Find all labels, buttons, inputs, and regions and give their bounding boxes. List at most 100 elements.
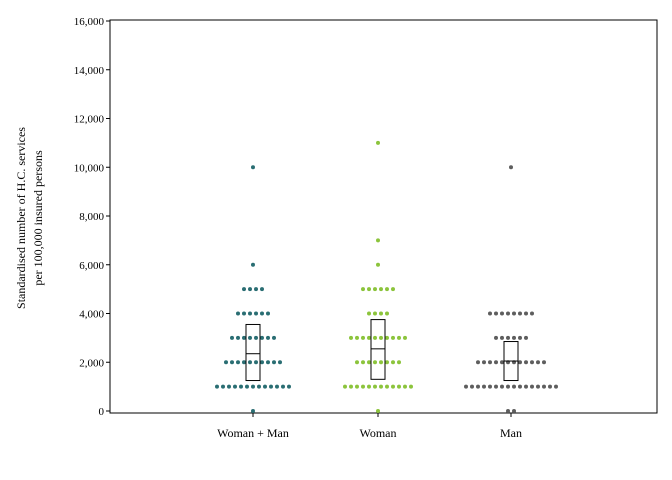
data-point — [376, 140, 380, 145]
data-point — [376, 409, 380, 413]
data-point — [554, 384, 558, 389]
data-point — [373, 360, 377, 365]
data-point — [236, 360, 240, 365]
data-marks — [215, 140, 558, 413]
data-point — [260, 311, 264, 316]
data-point — [248, 311, 252, 316]
data-point — [248, 335, 252, 340]
data-point — [355, 360, 359, 365]
data-point — [476, 384, 480, 389]
data-point — [512, 311, 516, 316]
data-point — [530, 384, 534, 389]
series-woman — [343, 140, 413, 413]
data-point — [397, 360, 401, 365]
data-point — [506, 384, 510, 389]
data-point — [278, 360, 282, 365]
data-point — [524, 335, 528, 340]
data-point — [509, 165, 513, 170]
data-point — [488, 360, 492, 365]
data-point — [257, 384, 261, 389]
data-point — [397, 384, 401, 389]
data-point — [482, 384, 486, 389]
data-point — [512, 335, 516, 340]
data-point — [343, 384, 347, 389]
data-point — [230, 335, 234, 340]
data-point — [379, 360, 383, 365]
data-point — [254, 287, 258, 292]
data-point — [373, 311, 377, 316]
data-point — [376, 238, 380, 243]
data-point — [236, 335, 240, 340]
x-axis: Woman + Man Woman Man — [217, 413, 522, 440]
data-point — [266, 335, 270, 340]
data-point — [536, 384, 540, 389]
data-point — [367, 311, 371, 316]
data-point — [494, 311, 498, 316]
data-point — [275, 384, 279, 389]
data-point — [464, 384, 468, 389]
data-point — [403, 384, 407, 389]
data-point — [221, 384, 225, 389]
data-point — [266, 360, 270, 365]
data-point — [251, 262, 255, 267]
data-point — [536, 360, 540, 365]
x-tick-label: Woman — [359, 426, 396, 440]
data-point — [361, 287, 365, 292]
data-point — [500, 311, 504, 316]
y-tick-label: 8,000 — [79, 211, 104, 223]
data-point — [397, 335, 401, 340]
data-point — [500, 335, 504, 340]
x-tick-label: Man — [500, 426, 522, 440]
data-point — [500, 360, 504, 365]
data-point — [260, 287, 264, 292]
data-point — [242, 311, 246, 316]
y-axis-title-line-2: per 100,000 insured persons — [31, 150, 45, 286]
data-point — [248, 287, 252, 292]
data-point — [385, 384, 389, 389]
data-point — [367, 360, 371, 365]
data-point — [227, 384, 231, 389]
data-point — [385, 287, 389, 292]
data-point — [494, 384, 498, 389]
data-point — [355, 335, 359, 340]
data-point — [254, 311, 258, 316]
data-point — [361, 335, 365, 340]
data-point — [239, 384, 243, 389]
data-point — [260, 360, 264, 365]
data-point — [349, 384, 353, 389]
y-tick-label: 2,000 — [79, 357, 104, 369]
data-point — [391, 335, 395, 340]
data-point — [488, 311, 492, 316]
data-point — [524, 384, 528, 389]
data-point — [254, 335, 258, 340]
data-point — [524, 360, 528, 365]
data-point — [215, 384, 219, 389]
data-point — [373, 384, 377, 389]
data-point — [506, 335, 510, 340]
y-tick-label: 12,000 — [74, 114, 105, 126]
y-axis-title-line-1: Standardised number of H.C. services — [14, 127, 28, 309]
data-point — [242, 287, 246, 292]
data-point — [391, 384, 395, 389]
data-point — [518, 311, 522, 316]
data-point — [524, 311, 528, 316]
data-point — [272, 360, 276, 365]
data-point — [361, 384, 365, 389]
data-point — [500, 384, 504, 389]
data-point — [470, 384, 474, 389]
data-point — [254, 360, 258, 365]
data-point — [242, 360, 246, 365]
data-point — [281, 384, 285, 389]
data-point — [482, 360, 486, 365]
data-point — [518, 360, 522, 365]
data-point — [263, 384, 267, 389]
data-point — [233, 384, 237, 389]
data-point — [403, 335, 407, 340]
data-point — [367, 335, 371, 340]
data-point — [506, 311, 510, 316]
data-point — [530, 311, 534, 316]
data-point — [506, 409, 510, 413]
data-point — [266, 311, 270, 316]
data-point — [518, 335, 522, 340]
